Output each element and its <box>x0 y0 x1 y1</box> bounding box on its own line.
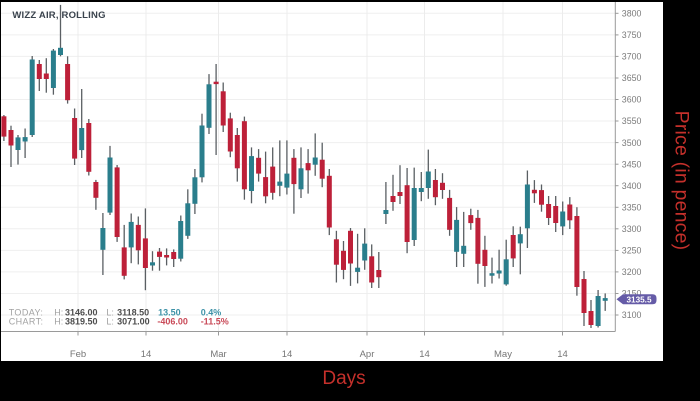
svg-text:14: 14 <box>141 349 152 360</box>
svg-text:3750: 3750 <box>622 30 642 40</box>
svg-text:3550: 3550 <box>622 116 642 126</box>
svg-text:L:: L: <box>106 317 114 327</box>
svg-text:L:: L: <box>106 307 114 317</box>
svg-text:3146.00: 3146.00 <box>65 307 98 317</box>
svg-text:3400: 3400 <box>622 181 642 191</box>
svg-text:H:: H: <box>54 317 63 327</box>
svg-text:3650: 3650 <box>622 73 642 83</box>
svg-text:0.4%: 0.4% <box>201 307 222 317</box>
svg-text:3800: 3800 <box>622 9 642 19</box>
svg-text:3450: 3450 <box>622 159 642 169</box>
svg-text:3200: 3200 <box>622 267 642 277</box>
svg-text:14: 14 <box>419 349 430 360</box>
svg-text:3600: 3600 <box>622 95 642 105</box>
svg-text:Feb: Feb <box>70 349 86 360</box>
svg-text:3135.5: 3135.5 <box>626 295 651 304</box>
svg-text:3071.00: 3071.00 <box>117 317 150 327</box>
svg-text:3100: 3100 <box>622 310 642 320</box>
svg-text:3118.50: 3118.50 <box>117 307 149 317</box>
svg-text:3250: 3250 <box>622 246 642 256</box>
svg-text:14: 14 <box>282 349 293 360</box>
svg-text:-406.00: -406.00 <box>157 317 188 327</box>
svg-text:WIZZ AIR, ROLLING: WIZZ AIR, ROLLING <box>12 10 105 21</box>
svg-text:Apr: Apr <box>360 349 375 360</box>
svg-text:CHART:: CHART: <box>9 317 44 327</box>
svg-text:3150: 3150 <box>622 289 642 299</box>
svg-text:13.50: 13.50 <box>158 307 181 317</box>
svg-text:14: 14 <box>557 349 568 360</box>
svg-text:3500: 3500 <box>622 138 642 148</box>
svg-text:3819.50: 3819.50 <box>65 317 98 327</box>
svg-text:H:: H: <box>54 307 63 317</box>
svg-text:TODAY:: TODAY: <box>9 307 44 317</box>
svg-text:3700: 3700 <box>622 52 642 62</box>
svg-text:May: May <box>494 349 512 360</box>
svg-text:3350: 3350 <box>622 203 642 213</box>
svg-text:-11.5%: -11.5% <box>201 317 229 327</box>
svg-text:Mar: Mar <box>210 349 226 360</box>
svg-text:3300: 3300 <box>622 224 642 234</box>
